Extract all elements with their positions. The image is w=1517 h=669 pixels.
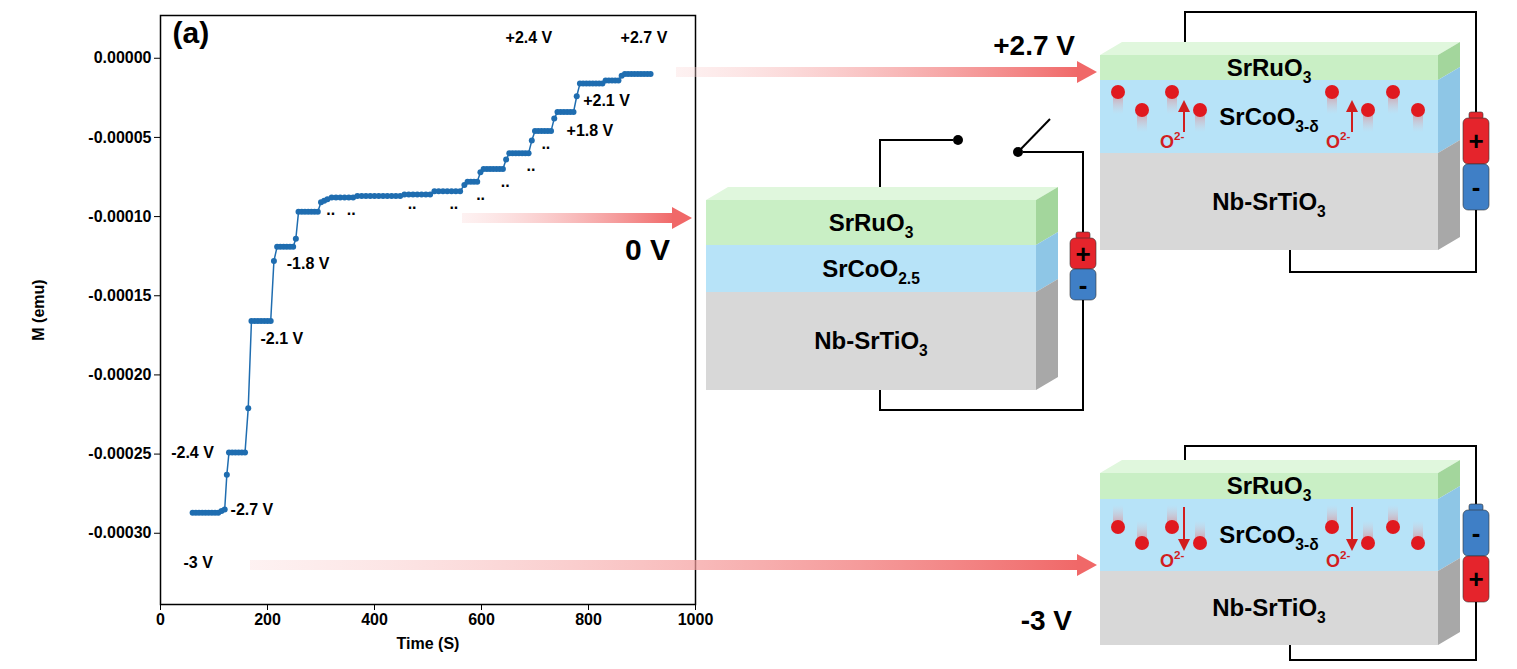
- svg-text:-0.00020: -0.00020: [88, 366, 151, 383]
- svg-text:Nb-SrTiO3: Nb-SrTiO3: [814, 327, 928, 359]
- svg-text:0.00000: 0.00000: [94, 49, 152, 66]
- svg-text:..: ..: [476, 186, 485, 203]
- svg-text:-3 V: -3 V: [1021, 605, 1073, 636]
- svg-text:M (emu): M (emu): [30, 279, 47, 340]
- svg-text:+2.4 V: +2.4 V: [506, 29, 553, 46]
- svg-text:0: 0: [156, 611, 165, 628]
- svg-text:+1.8 V: +1.8 V: [567, 122, 614, 139]
- svg-text:Nb-SrTiO3: Nb-SrTiO3: [1212, 188, 1326, 220]
- svg-text:SrRuO3: SrRuO3: [1227, 54, 1312, 86]
- svg-text:800: 800: [575, 611, 602, 628]
- svg-text:..: ..: [526, 157, 535, 174]
- svg-text:Nb-SrTiO3: Nb-SrTiO3: [1212, 594, 1326, 626]
- svg-text:..: ..: [408, 195, 417, 212]
- svg-text:..: ..: [501, 173, 510, 190]
- svg-text:-: -: [1472, 518, 1481, 548]
- svg-text:O2-: O2-: [1326, 129, 1351, 152]
- svg-text:-0.00030: -0.00030: [88, 524, 151, 541]
- svg-text:SrCoO3-δ: SrCoO3-δ: [1219, 103, 1318, 135]
- svg-text:+2.7 V: +2.7 V: [621, 29, 668, 46]
- svg-text:+: +: [1468, 126, 1483, 156]
- svg-text:600: 600: [468, 611, 495, 628]
- svg-text:+: +: [1468, 564, 1483, 594]
- svg-text:-0.00005: -0.00005: [88, 129, 151, 146]
- svg-text:SrCoO3-δ: SrCoO3-δ: [1219, 521, 1318, 553]
- svg-text:-: -: [1472, 172, 1481, 202]
- svg-text:O2-: O2-: [1160, 129, 1185, 152]
- svg-text:(a): (a): [173, 16, 210, 49]
- svg-text:..: ..: [326, 201, 335, 218]
- svg-text:400: 400: [361, 611, 388, 628]
- svg-text:O2-: O2-: [1160, 548, 1185, 571]
- svg-text:Time (S): Time (S): [397, 635, 460, 652]
- svg-text:SrCoO2.5: SrCoO2.5: [822, 255, 920, 287]
- svg-text:O2-: O2-: [1326, 548, 1351, 571]
- svg-text:..: ..: [347, 201, 356, 218]
- svg-text:..: ..: [449, 195, 458, 212]
- svg-text:SrRuO3: SrRuO3: [1227, 472, 1312, 504]
- svg-text:+2.1 V: +2.1 V: [583, 92, 630, 109]
- svg-text:-: -: [1079, 270, 1088, 300]
- svg-text:SrRuO3: SrRuO3: [829, 209, 914, 241]
- svg-text:-2.4 V: -2.4 V: [171, 444, 214, 461]
- svg-text:-3 V: -3 V: [184, 554, 214, 571]
- svg-text:-0.00015: -0.00015: [88, 287, 151, 304]
- svg-text:+2.7 V: +2.7 V: [993, 30, 1075, 61]
- svg-text:200: 200: [254, 611, 281, 628]
- svg-text:-2.7 V: -2.7 V: [231, 501, 274, 518]
- svg-text:0 V: 0 V: [625, 233, 670, 266]
- svg-text:-2.1 V: -2.1 V: [261, 330, 304, 347]
- svg-text:-1.8 V: -1.8 V: [287, 255, 330, 272]
- svg-text:-0.00025: -0.00025: [88, 445, 151, 462]
- svg-text:1000: 1000: [678, 611, 714, 628]
- svg-text:-0.00010: -0.00010: [88, 208, 151, 225]
- svg-text:+: +: [1075, 239, 1090, 269]
- svg-text:..: ..: [541, 135, 550, 152]
